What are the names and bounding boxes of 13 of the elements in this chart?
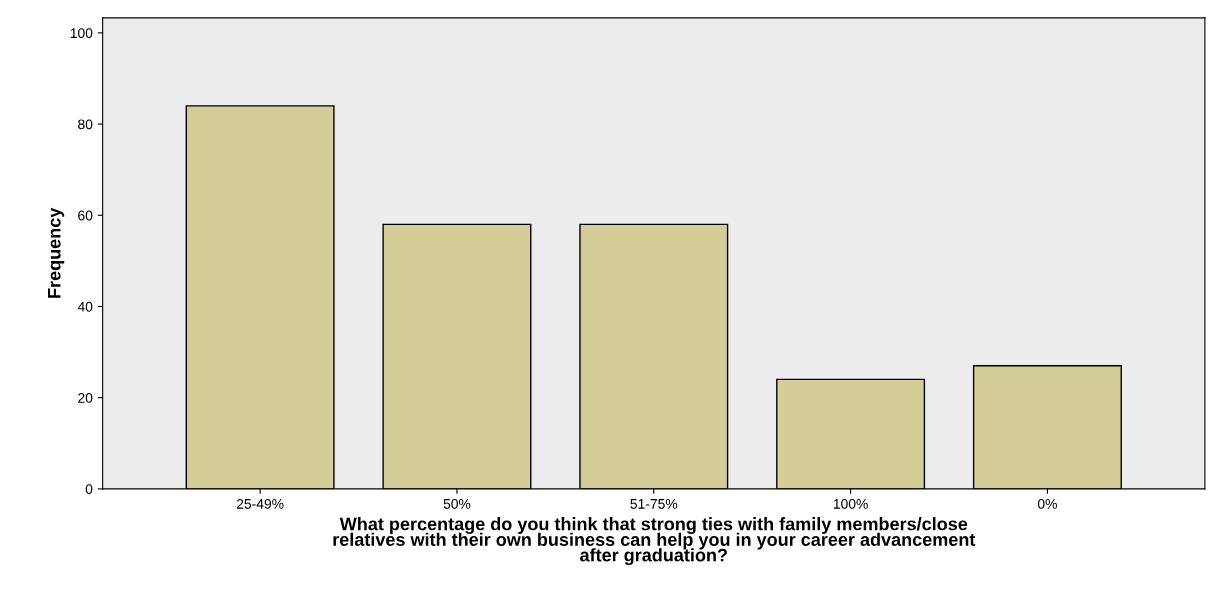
x-tick-label: 100%: [833, 498, 868, 509]
y-tick-label: 100: [70, 28, 93, 39]
x-tick-label: 25-49%: [236, 498, 284, 509]
y-tick-label: 40: [77, 301, 93, 312]
x-tick-label: 51-75%: [630, 499, 678, 509]
y-tick-label: 80: [78, 119, 93, 130]
y-tick-label: 0: [85, 484, 93, 495]
y-tick-label: 60: [78, 210, 93, 221]
y-axis-title: Frequency: [48, 207, 65, 298]
y-tick-label: 20: [78, 393, 93, 403]
x-tick-label: 0%: [1037, 498, 1057, 509]
x-axis-title: What percentage do you think that strong ties with family members/close relatives with their own business can help you in your career advancement after graduation?: [333, 517, 976, 566]
x-tick-label: 50%: [443, 498, 471, 509]
